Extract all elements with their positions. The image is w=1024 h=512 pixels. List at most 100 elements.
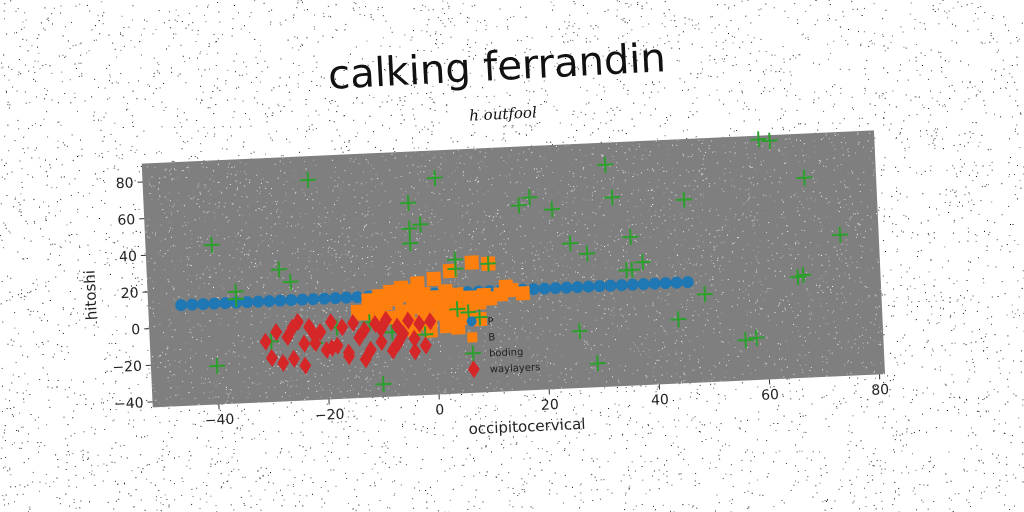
point-square (450, 320, 466, 335)
point-plus (209, 357, 226, 374)
point-diamond (380, 310, 393, 329)
point-plus (589, 355, 606, 372)
point-plus (796, 169, 813, 186)
point-plus (282, 273, 299, 290)
point-circle (351, 291, 364, 304)
plot-background (141, 130, 886, 408)
chart-title: calking ferrandin (327, 35, 667, 99)
point-diamond (408, 329, 421, 348)
point-diamond (342, 343, 355, 362)
x-tick-label: −40 (204, 412, 234, 429)
point-square (439, 318, 455, 334)
point-diamond (409, 342, 422, 361)
point-circle (538, 282, 551, 295)
plot-noise (145, 132, 885, 408)
point-plus (832, 226, 849, 243)
axes: −40 −20 0 20 40 60 80 −40 −20 0 20 40 60 80 (112, 175, 889, 429)
point-plus (634, 254, 651, 271)
point-circle (637, 278, 650, 291)
legend-label: waylayers (490, 362, 541, 375)
point-plus (675, 191, 693, 208)
point-plus (521, 189, 538, 206)
point-plus (562, 235, 579, 252)
point-plus (449, 301, 466, 318)
point-circle (549, 282, 562, 295)
point-circle (307, 293, 320, 306)
point-diamond (314, 322, 327, 341)
point-diamond (291, 312, 304, 331)
point-circle (659, 277, 672, 290)
series-3 (203, 131, 849, 393)
point-plus (604, 189, 621, 206)
point-circle (175, 299, 188, 312)
point-diamond (419, 336, 432, 355)
point-circle (208, 297, 221, 310)
point-plus (543, 201, 561, 218)
point-square (350, 304, 366, 320)
chart-marks (175, 131, 849, 393)
point-circle (560, 281, 573, 294)
point-diamond (402, 311, 415, 330)
point-square (388, 291, 404, 307)
point-diamond (375, 332, 388, 351)
point-circle (593, 280, 606, 293)
y-tick-label: 60 (117, 212, 136, 229)
point-plus (696, 286, 713, 303)
x-tick-label: −20 (315, 407, 345, 424)
point-plus (789, 269, 806, 286)
legend-label: P (487, 316, 494, 327)
point-circle (252, 295, 265, 308)
point-square (471, 295, 487, 310)
legend-marker (467, 360, 480, 379)
x-tick-label: 0 (435, 402, 445, 418)
point-diamond (298, 334, 311, 353)
legend-item: waylayers (467, 360, 541, 379)
point-plus (480, 255, 497, 272)
point-plus (670, 311, 687, 328)
point-plus (400, 194, 417, 212)
point-circle (241, 296, 254, 309)
y-axis-label: hitoshi (80, 270, 100, 321)
legend-item: B (467, 332, 496, 344)
point-plus (203, 236, 220, 254)
point-diamond (265, 348, 278, 367)
point-plus (622, 228, 639, 246)
x-tick-label: 40 (651, 392, 670, 409)
point-diamond (358, 320, 371, 339)
point-diamond (277, 353, 290, 372)
point-plus (623, 261, 641, 279)
point-diamond (359, 350, 372, 369)
point-circle (527, 283, 540, 296)
x-axis-label: occipitocervical (468, 415, 586, 438)
point-plus (737, 332, 754, 349)
point-circle (648, 277, 661, 290)
legend-item: P (466, 316, 494, 328)
point-diamond (374, 320, 387, 339)
point-diamond (424, 312, 437, 331)
point-diamond (386, 341, 399, 360)
y-tick-label: −20 (112, 359, 142, 376)
point-square (464, 255, 480, 270)
y-tick-label: 20 (120, 285, 139, 302)
point-diamond (336, 318, 349, 337)
point-circle (604, 279, 617, 292)
x-tick-label: 60 (761, 387, 780, 404)
point-circle (626, 278, 639, 291)
point-diamond (259, 332, 272, 351)
point-circle (197, 298, 210, 311)
point-diamond (324, 313, 337, 332)
point-circle (615, 279, 628, 292)
point-square (482, 291, 498, 306)
point-circle (571, 281, 584, 294)
point-plus (750, 131, 767, 148)
point-circle (285, 294, 298, 307)
chart-subtitle: h outfool (469, 103, 538, 125)
point-circle (263, 295, 276, 308)
point-plus (412, 216, 429, 233)
point-diamond (353, 328, 366, 347)
y-tick-label: 80 (115, 175, 134, 192)
point-plus (228, 290, 245, 308)
